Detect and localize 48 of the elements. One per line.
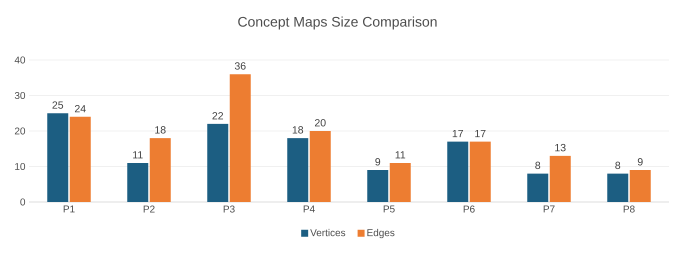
- data-label: 18: [292, 126, 304, 134]
- data-label: 25: [52, 101, 64, 109]
- legend-label: Edges: [367, 228, 394, 238]
- bar: [390, 162, 411, 202]
- x-tick-label: P2: [144, 206, 155, 212]
- bar: [47, 113, 68, 202]
- bar: [630, 170, 651, 202]
- y-tick-label: 0: [20, 198, 26, 206]
- x-tick-label: P6: [464, 206, 475, 213]
- y-tick-label: 30: [14, 92, 26, 100]
- bar: [310, 131, 331, 202]
- data-label: 24: [74, 104, 86, 112]
- data-label: 17: [475, 130, 486, 138]
- data-label: 11: [396, 151, 406, 158]
- bar: [230, 74, 251, 202]
- data-label: 9: [638, 158, 643, 166]
- data-label: 8: [535, 162, 540, 170]
- x-tick-label: P8: [624, 206, 635, 213]
- data-label: 18: [155, 126, 166, 134]
- bar: [470, 142, 491, 202]
- x-tick-label: P7: [544, 206, 555, 212]
- data-label: 36: [234, 62, 246, 70]
- x-tick-label: P3: [224, 206, 235, 213]
- data-label: 20: [314, 119, 326, 126]
- chart-title: Concept Maps Size Comparison: [238, 16, 437, 30]
- x-tick-label: P1: [64, 206, 75, 212]
- bar: [367, 170, 388, 202]
- data-label: 17: [452, 130, 464, 138]
- bar: [550, 156, 571, 202]
- data-label: 8: [615, 162, 620, 170]
- bar: [447, 142, 468, 202]
- y-tick-label: 20: [14, 127, 26, 135]
- bar: [607, 174, 628, 202]
- y-tick-label: 10: [15, 162, 26, 170]
- x-tick-label: P5: [384, 206, 395, 212]
- y-tick-label: 40: [14, 56, 26, 64]
- bar: [527, 174, 548, 202]
- bar: [127, 162, 148, 202]
- data-label: 13: [555, 144, 566, 152]
- bar: [70, 116, 91, 202]
- bar: [207, 124, 228, 202]
- bar: [287, 138, 308, 202]
- bar: [150, 138, 171, 202]
- legend-label: Vertices: [310, 228, 346, 236]
- x-tick-label: P4: [304, 206, 315, 212]
- data-label: 11: [133, 151, 143, 158]
- data-label: 9: [375, 158, 380, 166]
- data-label: 22: [212, 112, 224, 120]
